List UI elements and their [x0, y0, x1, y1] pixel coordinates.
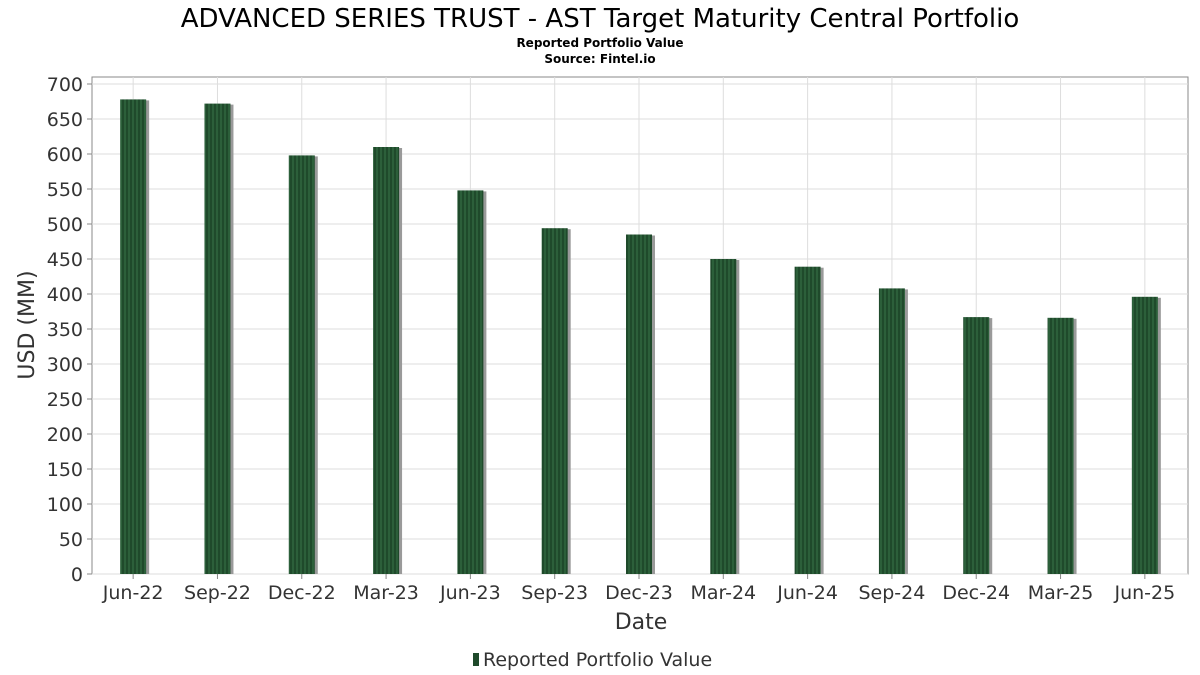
- x-axis-label: Date: [615, 610, 668, 635]
- y-tick-label: 0: [71, 564, 83, 586]
- y-tick-label: 450: [47, 249, 83, 271]
- y-tick-label: 500: [47, 214, 83, 236]
- bars: [120, 99, 1161, 575]
- bar: [626, 234, 652, 574]
- bar: [963, 317, 990, 574]
- y-tick-label: 350: [47, 319, 83, 341]
- bar: [794, 266, 821, 574]
- y-tick-label: 300: [47, 354, 83, 376]
- bar: [710, 259, 737, 574]
- legend: Reported Portfolio Value: [473, 649, 712, 671]
- y-tick-label: 100: [47, 494, 83, 516]
- y-tick-label: 150: [47, 459, 83, 481]
- y-tick-label: 700: [47, 74, 83, 96]
- bar: [878, 288, 905, 574]
- bar: [1047, 317, 1074, 574]
- x-tick-label: Jun-25: [1113, 582, 1175, 604]
- x-tick-label: Jun-24: [776, 582, 838, 604]
- x-tick-label: Jun-23: [439, 582, 501, 604]
- x-tick-label: Dec-23: [605, 582, 673, 604]
- x-tick-label: Jun-22: [102, 582, 164, 604]
- bar: [541, 228, 568, 574]
- bar: [120, 99, 147, 575]
- x-tick-label: Sep-23: [521, 582, 588, 604]
- bar: [373, 147, 400, 574]
- legend-label: Reported Portfolio Value: [483, 649, 712, 671]
- bar: [288, 155, 315, 574]
- chart-subtitle: Reported Portfolio Value: [516, 36, 683, 50]
- bar: [457, 190, 484, 574]
- x-tick-label: Mar-25: [1028, 582, 1094, 604]
- x-tick-label: Sep-22: [184, 582, 251, 604]
- bar: [204, 103, 231, 574]
- y-tick-label: 400: [47, 284, 83, 306]
- y-tick-label: 650: [47, 109, 83, 131]
- y-tick-label: 250: [47, 389, 83, 411]
- x-tick-label: Dec-24: [942, 582, 1010, 604]
- chart-source: Source: Fintel.io: [544, 52, 655, 66]
- x-axis-ticks: Jun-22 Sep-22 Dec-22 Mar-23 Jun-23 Sep-23 Dec-…: [102, 574, 1175, 604]
- chart-title: ADVANCED SERIES TRUST - AST Target Matur…: [181, 4, 1020, 34]
- y-tick-label: 600: [47, 144, 83, 166]
- x-tick-label: Mar-23: [353, 582, 419, 604]
- bar: [1131, 296, 1158, 574]
- legend-swatch: [473, 653, 479, 666]
- x-tick-label: Sep-24: [859, 582, 926, 604]
- x-tick-label: Mar-24: [690, 582, 756, 604]
- y-tick-label: 50: [59, 529, 83, 551]
- x-tick-label: Dec-22: [268, 582, 336, 604]
- y-axis-label: USD (MM): [15, 270, 40, 379]
- y-axis-ticks: 0 50 100 150 200 250 300 350 400 450 500 550 600 650 7…: [47, 74, 92, 586]
- y-tick-label: 550: [47, 179, 83, 201]
- y-tick-label: 200: [47, 424, 83, 446]
